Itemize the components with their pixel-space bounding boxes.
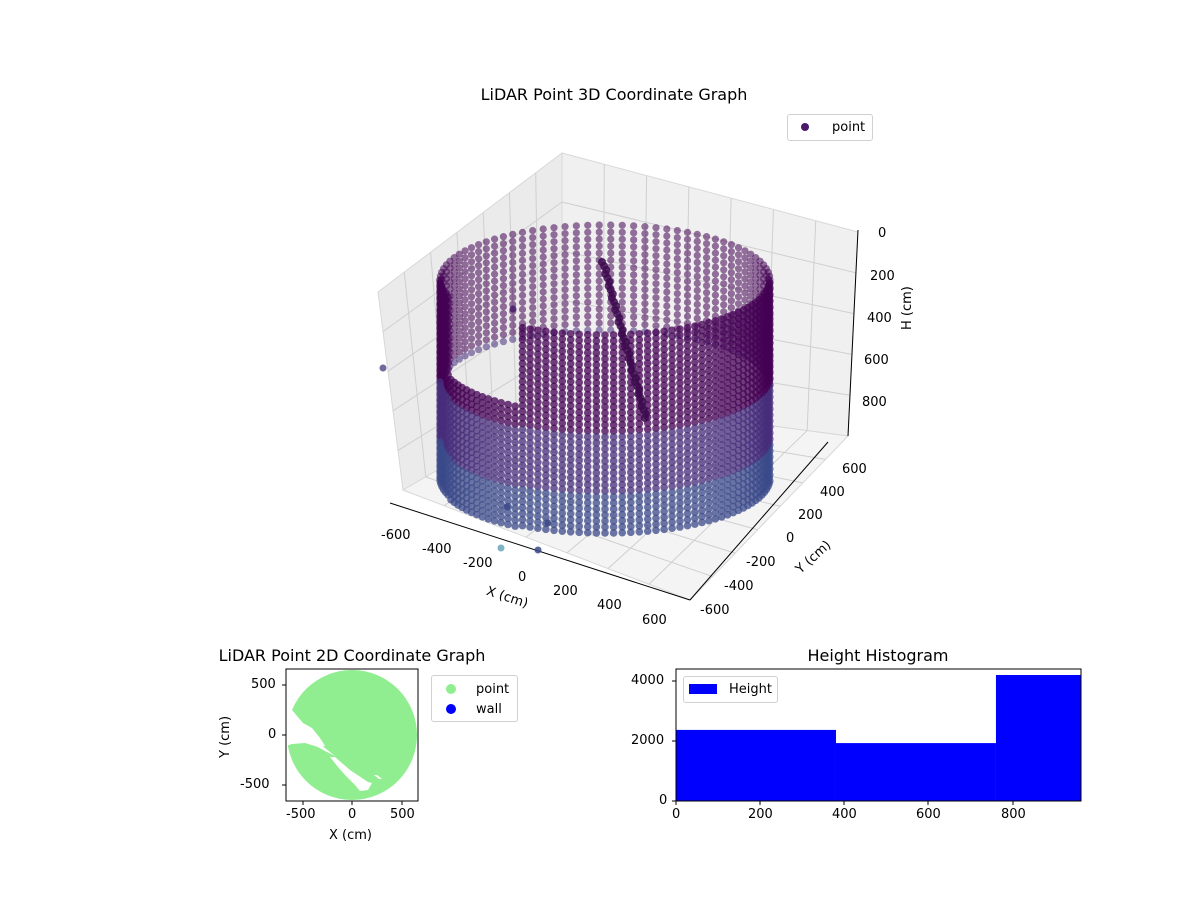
z-tick: 600: [864, 353, 889, 368]
y-tick: 400: [820, 485, 845, 500]
x-tick: 200: [748, 807, 773, 822]
histogram-bars: [676, 675, 1081, 801]
histogram-bar: [835, 743, 996, 801]
plot2d-legend: point wall: [431, 675, 518, 722]
histogram-bar: [995, 675, 1081, 801]
y-tick: 600: [842, 462, 867, 477]
z-tick: 400: [867, 311, 892, 326]
x-tick: -500: [286, 807, 316, 822]
legend-marker-icon: [446, 684, 456, 694]
point-disk: [287, 670, 417, 800]
x-tick: 600: [642, 613, 667, 628]
z-tick: 200: [870, 269, 895, 284]
x-tick: 0: [672, 807, 681, 822]
legend-label: wall: [476, 701, 502, 717]
x-tick: 0: [348, 807, 357, 822]
histogram-title: Height Histogram: [807, 646, 949, 665]
y-tick: 500: [251, 677, 276, 692]
z-tick: 0: [878, 226, 887, 241]
y-tick: -600: [700, 603, 730, 618]
plot2d-title: LiDAR Point 2D Coordinate Graph: [218, 646, 486, 665]
z-axis-line: [847, 229, 859, 437]
y-axis-line: [689, 441, 829, 601]
y-tick: 0: [786, 531, 795, 546]
legend-label: point: [476, 681, 510, 697]
point-cloud: [379, 221, 774, 554]
y-tick: -200: [746, 555, 776, 570]
x-tick: 0: [518, 570, 527, 585]
legend-patch-icon: [689, 684, 717, 694]
y-tick: 0: [659, 793, 668, 808]
y-tick: 0: [268, 727, 277, 742]
x-tick: -600: [381, 528, 411, 543]
x-tick: -200: [463, 556, 493, 571]
x-tick: 500: [390, 807, 415, 822]
plot3d-title: LiDAR Point 3D Coordinate Graph: [480, 85, 748, 104]
x-tick: 400: [832, 807, 857, 822]
y-tick: -500: [240, 777, 270, 792]
y-tick: 200: [798, 508, 823, 523]
legend-marker-icon: [446, 704, 456, 714]
z-tick: 800: [862, 395, 887, 410]
y-tick: 4000: [631, 673, 665, 688]
legend-label: Height: [729, 681, 772, 697]
x-tick: -400: [422, 542, 452, 557]
plot3d-legend: point: [787, 114, 873, 141]
x-tick: 600: [916, 807, 941, 822]
y-tick: 2000: [631, 733, 665, 748]
y-tick: -400: [724, 579, 754, 594]
histogram-legend: Height: [683, 676, 778, 703]
legend-marker-icon: [801, 123, 809, 131]
histogram-bar: [676, 729, 836, 801]
legend-label: point: [832, 119, 866, 135]
x-tick: 400: [597, 598, 622, 613]
x-tick: 200: [553, 584, 578, 599]
x-tick: 800: [1001, 807, 1026, 822]
x-axis-label: X (cm): [329, 828, 372, 843]
